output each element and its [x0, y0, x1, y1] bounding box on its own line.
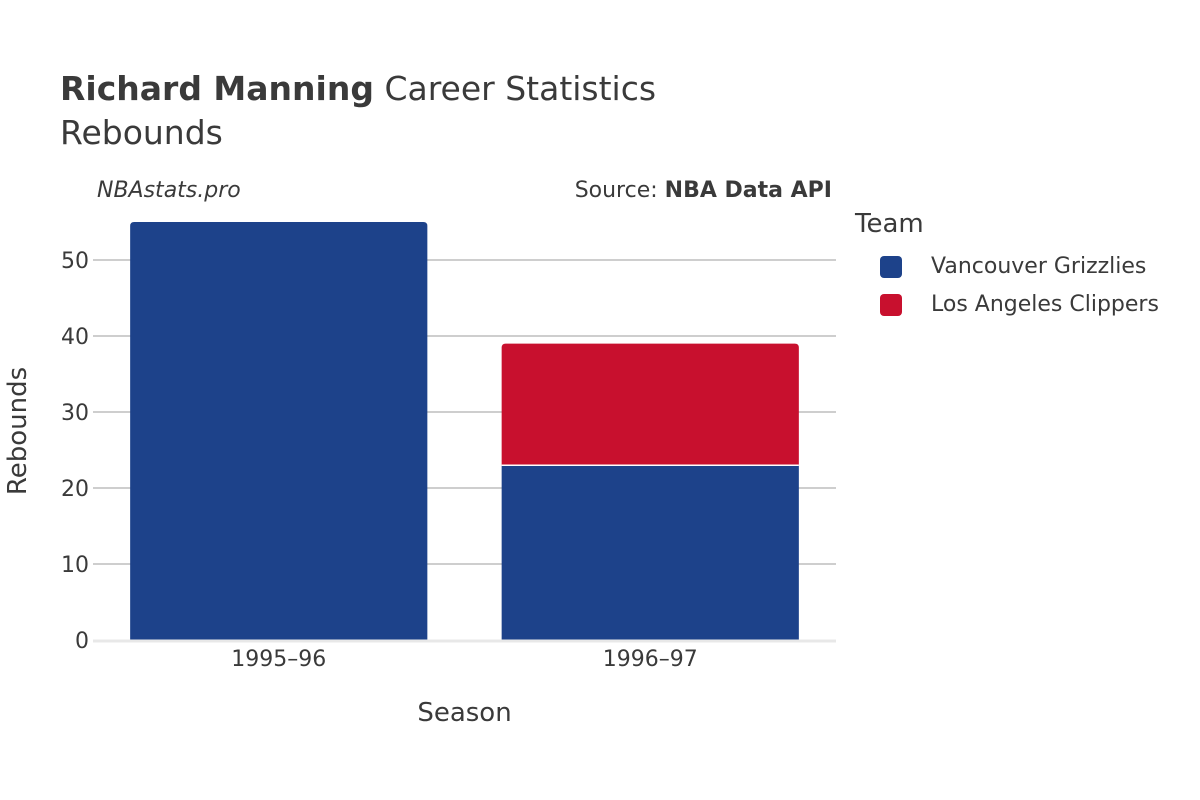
legend-label-los-angeles-clippers: Los Angeles Clippers: [931, 292, 1159, 317]
legend-label-vancouver-grizzlies: Vancouver Grizzlies: [931, 254, 1147, 279]
source-name: NBA Data API: [664, 178, 832, 203]
source-credit: Source: NBA Data API: [575, 178, 832, 203]
y-tick-label-50: 50: [61, 249, 89, 274]
legend-title: Team: [855, 209, 924, 239]
source-prefix: Source:: [574, 178, 665, 203]
x-tick-label-1995–96: 1995–96: [231, 647, 326, 672]
legend-swatch-los-angeles-clippers: [880, 293, 902, 316]
y-tick-label-0: 0: [75, 629, 89, 654]
y-tick-label-40: 40: [61, 325, 89, 350]
y-axis-title: Rebounds: [3, 367, 33, 495]
watermark: NBAstats.pro: [97, 178, 241, 203]
bar-1995–96-vancouver-grizzlies: [130, 222, 428, 640]
y-tick-label-10: 10: [61, 553, 89, 578]
bar-1996–97-los-angeles-clippers: [501, 343, 799, 466]
player-name: Richard Manning: [60, 69, 374, 108]
y-tick-label-20: 20: [61, 477, 89, 502]
title-suffix: Career Statistics: [373, 69, 657, 108]
legend-item-vancouver-grizzlies[interactable]: Vancouver Grizzlies: [880, 254, 1146, 279]
x-axis-title: Season: [417, 698, 511, 728]
chart-title: Richard Manning Career Statistics: [60, 68, 656, 110]
y-tick-label-30: 30: [61, 401, 89, 426]
x-tick-label-1996–97: 1996–97: [603, 647, 698, 672]
legend-item-los-angeles-clippers[interactable]: Los Angeles Clippers: [880, 292, 1159, 317]
chart-subtitle: Rebounds: [60, 113, 223, 152]
legend-swatch-vancouver-grizzlies: [880, 255, 902, 278]
bar-1996–97-vancouver-grizzlies: [501, 465, 799, 640]
